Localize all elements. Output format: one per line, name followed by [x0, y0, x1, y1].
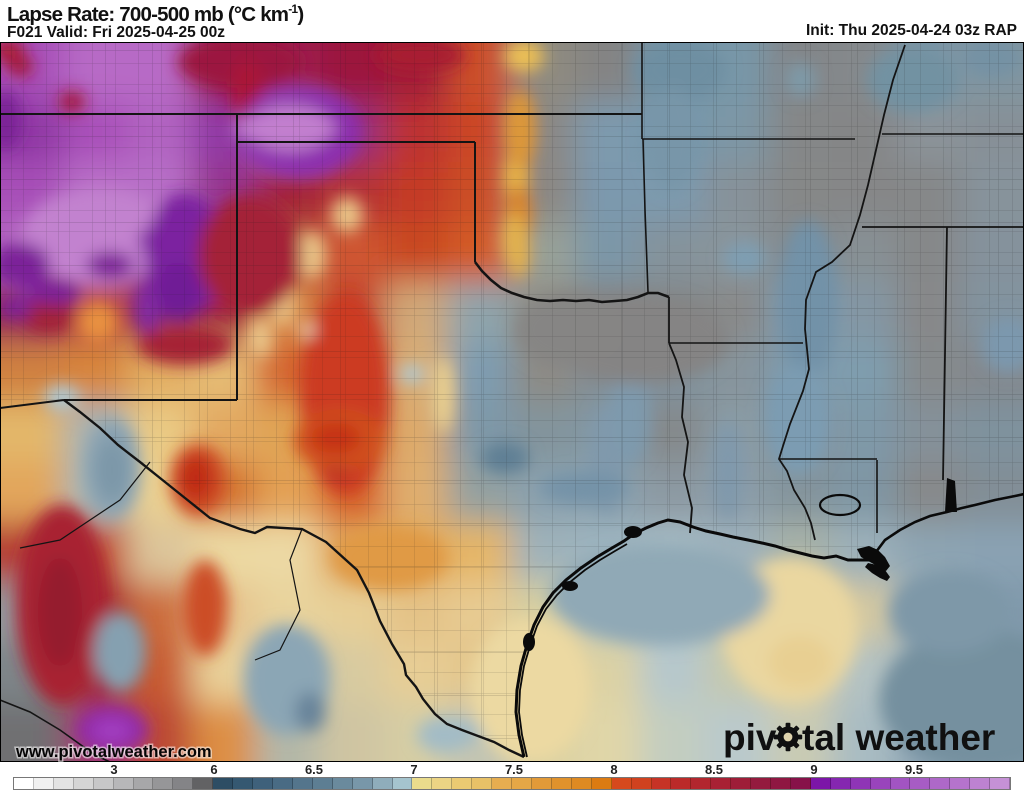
svg-text:piv: piv: [723, 717, 777, 758]
svg-text:tal weather: tal weather: [802, 717, 995, 758]
svg-text:www.pivotalweather.com: www.pivotalweather.com: [15, 743, 212, 761]
